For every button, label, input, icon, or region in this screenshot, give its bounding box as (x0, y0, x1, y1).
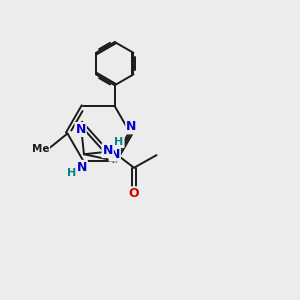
Text: Me: Me (32, 143, 49, 154)
Text: N: N (103, 144, 113, 157)
Text: N: N (110, 148, 120, 161)
Text: N: N (76, 161, 87, 174)
Text: N: N (76, 123, 86, 136)
Text: H: H (67, 168, 76, 178)
Text: O: O (129, 187, 140, 200)
Text: H: H (114, 137, 124, 147)
Text: N: N (126, 120, 136, 134)
